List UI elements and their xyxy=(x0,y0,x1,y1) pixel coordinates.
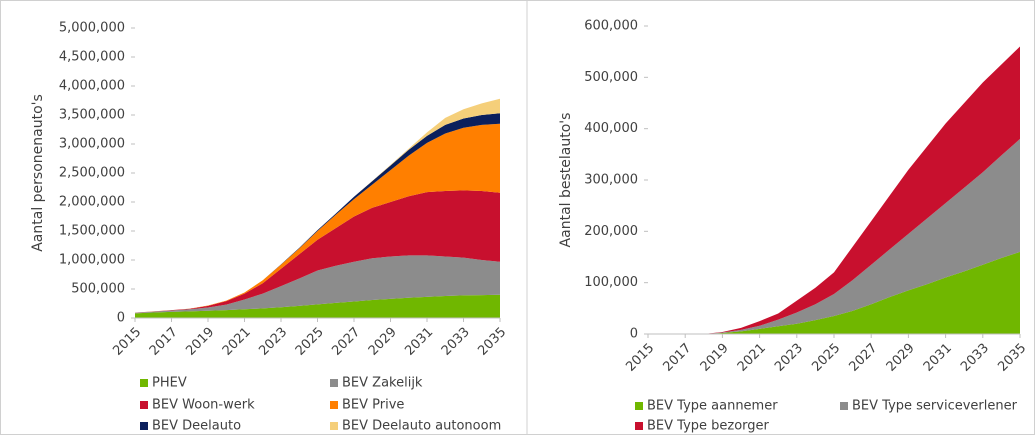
x-tick-label: 2017 xyxy=(660,341,694,375)
area xyxy=(648,46,1020,335)
legend-label: BEV Prive xyxy=(342,398,404,413)
legend-swatch xyxy=(330,422,338,430)
x-tick-label: 2031 xyxy=(402,325,436,359)
x-tick-label: 2015 xyxy=(110,325,144,359)
x-tick-label: 2029 xyxy=(884,341,918,375)
x-tick-label: 2021 xyxy=(220,325,254,359)
legend-swatch xyxy=(140,401,148,409)
y-tick-label: 500,000 xyxy=(584,70,638,85)
legend-swatch xyxy=(635,422,643,430)
y-axis-title: Aantal bestelauto's xyxy=(558,113,574,248)
x-tick-label: 2035 xyxy=(475,325,509,359)
x-tick-label: 2027 xyxy=(846,341,880,375)
area xyxy=(135,255,500,314)
area xyxy=(648,138,1020,334)
legend-swatch xyxy=(635,402,643,410)
y-tick-label: 4,500,000 xyxy=(59,50,125,65)
x-tick-label: 2025 xyxy=(809,341,843,375)
legend-label: BEV Deelauto autonoom xyxy=(342,419,501,434)
area xyxy=(135,190,500,313)
y-tick-label: 1,000,000 xyxy=(59,253,125,268)
x-tick-label: 2023 xyxy=(772,341,806,375)
legend-label: BEV Type serviceverlener xyxy=(852,399,1018,414)
y-tick-label: 0 xyxy=(630,327,638,342)
x-tick-label: 2023 xyxy=(256,325,290,359)
x-tick-label: 2027 xyxy=(329,325,363,359)
x-tick-label: 2025 xyxy=(293,325,327,359)
y-tick-label: 1,500,000 xyxy=(59,224,125,239)
x-tick-label: 2031 xyxy=(921,341,955,375)
area xyxy=(648,251,1020,334)
y-tick-label: 3,000,000 xyxy=(59,137,125,152)
y-tick-label: 2,500,000 xyxy=(59,166,125,181)
legend-label: BEV Type aannemer xyxy=(647,399,778,414)
y-tick-label: 400,000 xyxy=(584,121,638,136)
area xyxy=(135,123,500,313)
x-tick-label: 2015 xyxy=(623,341,657,375)
legend-swatch xyxy=(330,401,338,409)
y-tick-label: 200,000 xyxy=(584,224,638,239)
legend-swatch xyxy=(840,402,848,410)
y-tick-label: 600,000 xyxy=(584,19,638,34)
legend-label: BEV Deelauto xyxy=(152,419,241,434)
x-tick-label: 2029 xyxy=(366,325,400,359)
y-tick-label: 4,000,000 xyxy=(59,79,125,94)
y-tick-label: 5,000,000 xyxy=(59,21,125,36)
legend-label: PHEV xyxy=(152,376,187,391)
legend-label: BEV Zakelijk xyxy=(342,376,423,391)
x-tick-label: 2019 xyxy=(183,325,217,359)
x-tick-label: 2033 xyxy=(439,325,473,359)
y-tick-label: 300,000 xyxy=(584,173,638,188)
x-tick-label: 2033 xyxy=(958,341,992,375)
legend-label: BEV Woon-werk xyxy=(152,398,255,413)
legend-label: BEV Type bezorger xyxy=(647,419,770,434)
y-tick-label: 100,000 xyxy=(584,275,638,290)
x-tick-label: 2017 xyxy=(147,325,181,359)
legend-swatch xyxy=(140,379,148,387)
y-tick-label: 500,000 xyxy=(71,282,125,297)
y-tick-label: 3,500,000 xyxy=(59,108,125,123)
x-tick-label: 2019 xyxy=(698,341,732,375)
area xyxy=(135,294,500,318)
y-tick-label: 2,000,000 xyxy=(59,195,125,210)
y-tick-label: 0 xyxy=(117,311,125,326)
y-axis-title: Aantal personenauto's xyxy=(30,94,46,252)
x-tick-label: 2035 xyxy=(995,341,1029,375)
legend-swatch xyxy=(140,422,148,430)
legend-swatch xyxy=(330,379,338,387)
x-tick-label: 2021 xyxy=(735,341,769,375)
